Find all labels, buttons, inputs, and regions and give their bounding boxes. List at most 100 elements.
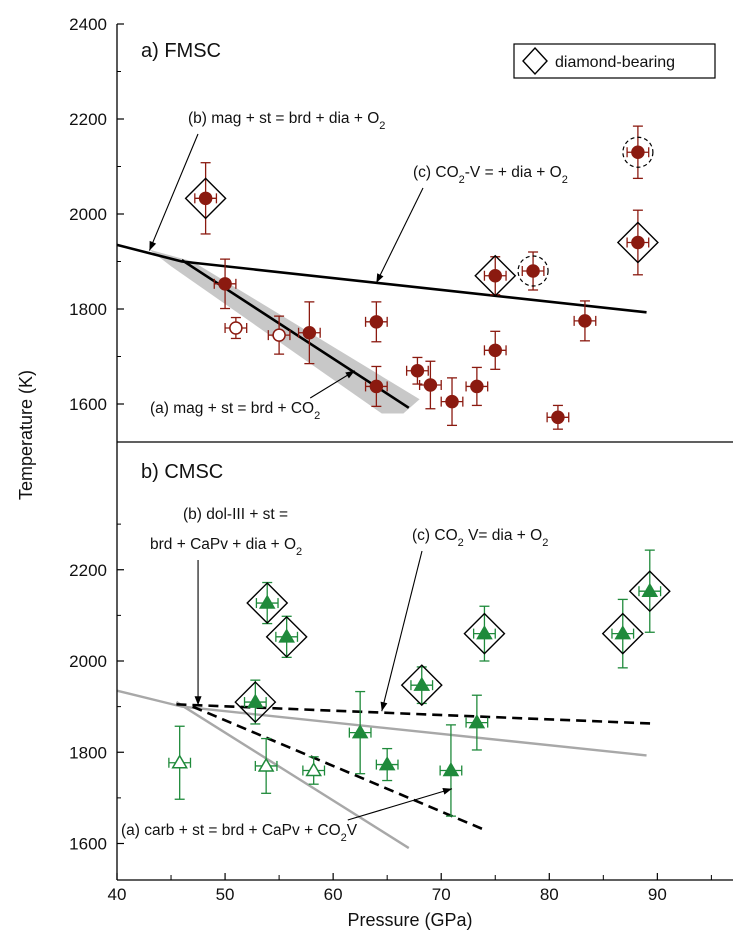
data-point [267,315,291,355]
dashed-circle-marker [517,255,549,287]
data-point [254,737,278,794]
x-tick-label: 70 [432,885,451,904]
annotation-label: brd + CaPv + dia + O2 [150,536,302,558]
y-tick-label: 1800 [69,743,107,762]
data-point [601,598,644,669]
arrow-head [380,701,388,712]
x-axis-label: Pressure (GPa) [347,910,472,930]
data-point [418,360,442,410]
annotation-label: (c) CO2-V = + dia + O2 [413,164,568,186]
point-marker [442,762,460,777]
data-point [440,377,464,427]
x-tick-label: 90 [648,885,667,904]
data-point [364,365,388,408]
diamond-bearing-marker [246,582,289,625]
point-marker [631,235,645,250]
point-marker [470,379,484,394]
point-marker [351,724,369,739]
y-tick-label: 1600 [69,395,107,414]
x-tick-label: 40 [108,885,127,904]
data-point [246,581,289,625]
point-marker [278,628,295,643]
point-marker [410,364,425,378]
panel-cmsc: 1600 1800 2000 2200 b) CMSC (b) dol-III + st … [69,461,671,854]
point-marker [257,757,275,772]
point-marker [614,625,632,640]
panel-label: a) FMSC [141,40,221,62]
data-point [168,725,192,800]
point-marker [526,264,540,278]
diamond-bearing-marker [628,570,671,613]
data-point [302,756,326,785]
dashed-circle-marker [622,136,654,168]
data-point [616,209,659,276]
point-marker [551,410,565,425]
data-point [224,316,248,340]
point-marker [369,379,384,394]
annotation-label: (a) mag + st = brd + CO2 [150,400,320,422]
reaction-boundary-line [175,701,410,850]
diamond-bearing-marker [463,612,506,655]
annotation-arrow [381,550,423,712]
data-point [465,694,489,751]
arrow-head [194,696,202,706]
y-tick-label: 1800 [69,300,107,319]
y-tick-label: 2400 [69,15,107,34]
point-marker [247,693,264,708]
point-marker [258,594,276,609]
point-marker [229,321,243,335]
y-axis-label: Temperature (K) [16,370,36,500]
legend-diamond-icon [522,46,548,76]
legend: diamond-bearing [513,43,716,79]
point-marker [468,714,486,729]
arrow-head [442,787,453,795]
diamond-bearing-marker [601,612,644,655]
annotation-label: (a) carb + st = brd + CaPv + CO2V [121,822,358,844]
data-point [213,258,237,310]
point-marker [198,191,213,206]
data-point [439,724,463,817]
y-tick-label: 2200 [69,110,107,129]
point-marker [413,676,431,691]
annotation-arrow [148,133,199,251]
y-tick-label: 2200 [69,561,107,580]
point-marker [218,277,232,291]
annotation-arrow [375,187,424,284]
point-marker [488,343,502,358]
x-axis: 40 50 60 70 80 90 [108,873,712,904]
point-marker [302,326,317,340]
data-point [265,615,308,658]
panel-label: b) CMSC [141,461,223,483]
diamond-bearing-marker [400,664,443,707]
point-marker [445,394,459,409]
data-point [573,300,597,342]
data-point [465,366,489,407]
point-marker [378,756,396,771]
annotation-label: (c) CO2 V= dia + O2 [412,527,548,549]
data-point [297,301,321,365]
x-tick-label: 60 [324,885,343,904]
data-point [474,254,517,297]
annotation-arrow [347,788,453,821]
panel-fmsc: 1600 1800 2000 2200 2400 a) FMSC (b) mag + st … [69,15,659,430]
diamond-bearing-marker [234,681,277,724]
data-point [400,664,443,707]
data-point [622,125,654,180]
point-marker [305,762,322,777]
diamond-bearing-marker [474,254,517,297]
reaction-boundary-line [192,705,485,832]
point-marker [423,378,438,392]
diamond-bearing-marker [184,177,227,220]
diamond-bearing-marker [265,615,308,658]
point-marker [631,145,645,159]
arrow-head [376,273,384,283]
point-marker [476,625,493,640]
point-marker [578,314,592,328]
point-marker [272,328,286,342]
data-point [364,301,388,343]
x-tick-label: 80 [540,885,559,904]
diamond-bearing-marker [616,221,659,264]
data-point [517,251,549,291]
y-tick-label: 2000 [69,652,107,671]
